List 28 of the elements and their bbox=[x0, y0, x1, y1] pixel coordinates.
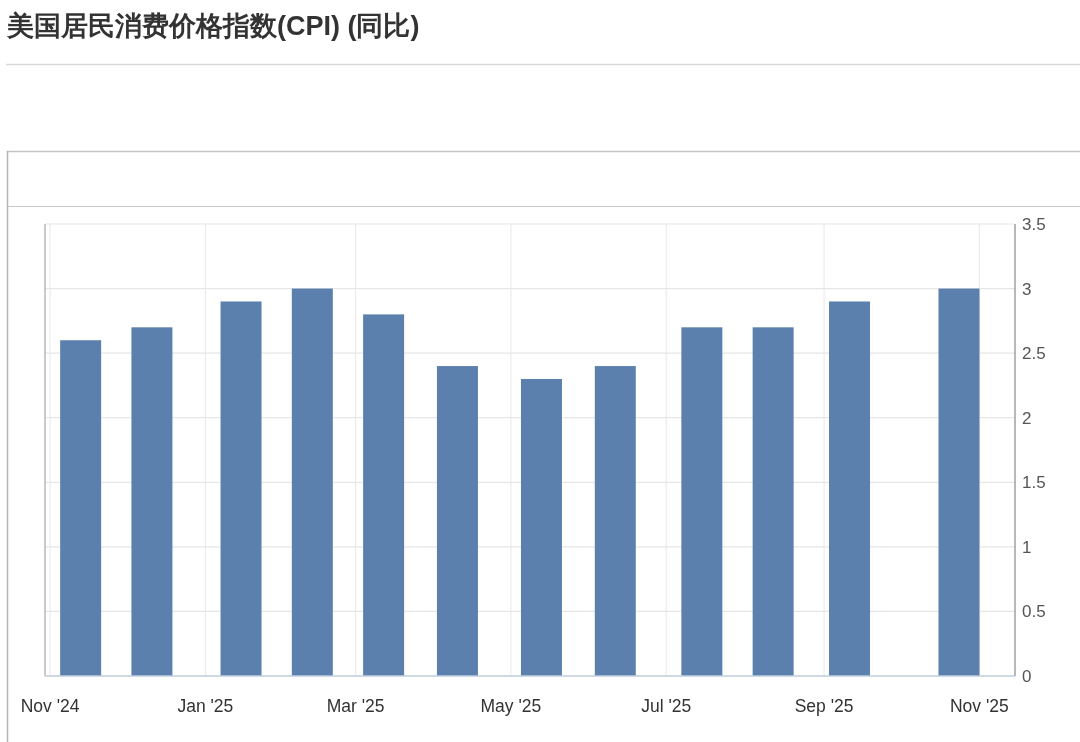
y-tick-label: 2 bbox=[1022, 408, 1032, 428]
y-tick-label: 2.5 bbox=[1022, 344, 1046, 364]
bar bbox=[681, 327, 723, 676]
x-tick-label: Jan '25 bbox=[177, 696, 234, 716]
y-tick-label: 0 bbox=[1022, 667, 1032, 686]
x-tick-label: Jul '25 bbox=[641, 696, 692, 716]
bar bbox=[220, 301, 262, 676]
y-tick-label: 1 bbox=[1022, 537, 1032, 557]
bar bbox=[60, 340, 102, 676]
bar bbox=[938, 288, 980, 676]
y-tick-label: 3 bbox=[1022, 279, 1032, 299]
bar bbox=[291, 288, 333, 676]
bar bbox=[436, 366, 478, 676]
bar bbox=[363, 314, 405, 676]
x-tick-label: May '25 bbox=[480, 696, 542, 716]
y-tick-label: 0.5 bbox=[1022, 602, 1046, 622]
bar bbox=[520, 378, 562, 676]
bar bbox=[829, 301, 871, 676]
x-tick-label: Nov '25 bbox=[949, 696, 1009, 716]
y-tick-label: 1.5 bbox=[1022, 473, 1046, 493]
bar bbox=[594, 366, 636, 676]
bar bbox=[131, 327, 173, 676]
x-tick-label: Mar '25 bbox=[326, 696, 385, 716]
chart-title: 美国居民消费价格指数(CPI) (同比) bbox=[6, 11, 420, 41]
x-tick-label: Sep '25 bbox=[794, 696, 854, 716]
x-tick-label: Nov '24 bbox=[20, 696, 80, 716]
y-tick-label: 3.5 bbox=[1022, 215, 1046, 234]
bar bbox=[752, 327, 794, 676]
